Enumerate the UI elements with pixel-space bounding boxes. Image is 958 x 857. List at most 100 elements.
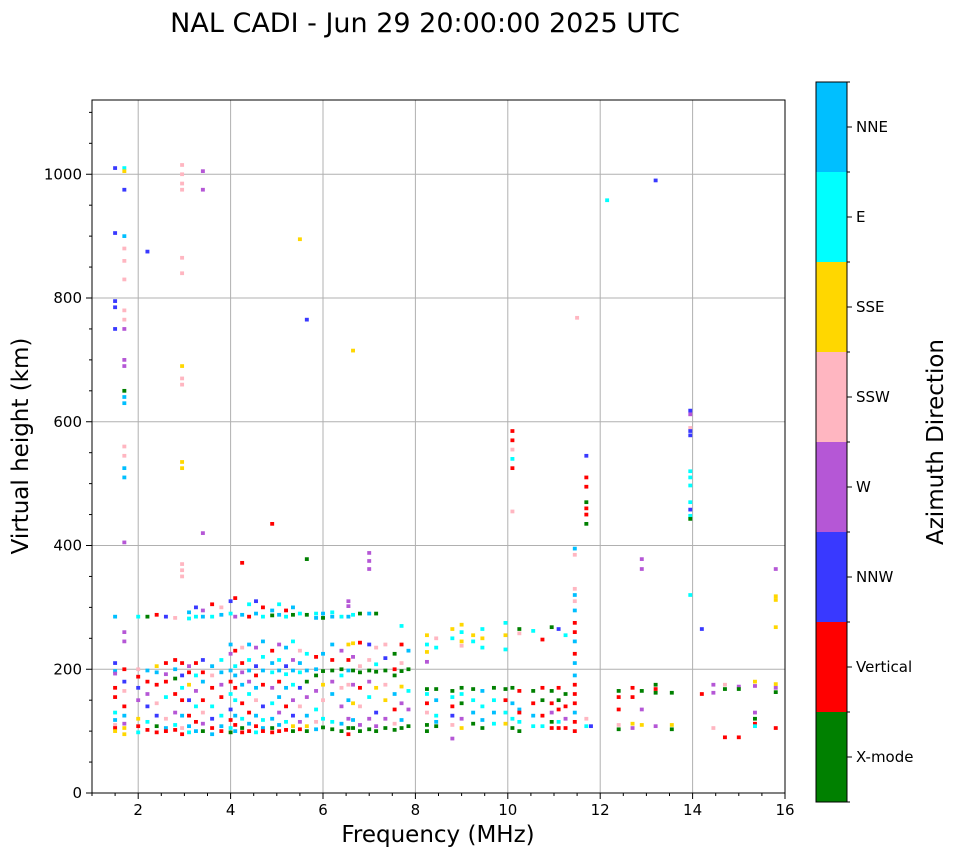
echo-mark <box>304 668 309 673</box>
echo-mark <box>406 724 411 729</box>
echo-mark <box>480 627 485 631</box>
echo-mark <box>491 721 496 726</box>
echo-mark <box>113 685 118 690</box>
echo-mark <box>260 639 265 644</box>
echo-mark <box>517 719 522 724</box>
echo-mark <box>510 716 515 721</box>
echo-mark <box>219 713 224 718</box>
echo-mark <box>383 716 388 721</box>
echo-mark <box>480 704 485 709</box>
echo-mark <box>193 704 198 709</box>
echo-mark <box>480 645 485 650</box>
echo-mark <box>180 713 185 718</box>
echo-mark <box>247 679 252 684</box>
y-tick-label: 400 <box>53 537 82 555</box>
echo-mark <box>616 723 621 727</box>
chart-title: NAL CADI - Jun 29 20:00:00 2025 UTC <box>170 8 680 39</box>
echo-mark <box>503 647 508 652</box>
echo-mark <box>270 685 275 690</box>
echo-mark <box>471 687 476 691</box>
echo-mark <box>187 664 191 669</box>
echo-mark <box>210 716 215 721</box>
echo-mark <box>584 512 589 517</box>
echo-mark <box>383 642 388 647</box>
echo-mark <box>753 684 757 688</box>
colorbar-tick-label: W <box>856 478 871 496</box>
echo-mark <box>330 668 335 673</box>
echo-mark <box>180 460 185 464</box>
echo-mark <box>510 466 515 471</box>
echo-mark <box>339 614 344 619</box>
echo-mark <box>247 710 252 715</box>
colorbar-segment <box>816 712 847 802</box>
echo-mark <box>480 718 485 722</box>
echo-mark <box>346 642 351 647</box>
echo-mark <box>291 639 295 644</box>
echo-mark <box>254 645 258 650</box>
echo-mark <box>556 719 561 724</box>
echo-mark <box>233 673 238 678</box>
echo-mark <box>136 724 141 729</box>
echo-mark <box>254 673 258 678</box>
echo-mark <box>434 724 439 729</box>
echo-mark <box>357 704 362 709</box>
echo-mark <box>399 669 404 673</box>
echo-mark <box>122 726 127 730</box>
echo-mark <box>122 721 127 726</box>
echo-mark <box>383 682 388 687</box>
echo-mark <box>753 724 757 729</box>
echo-mark <box>471 721 476 726</box>
echo-mark <box>346 658 351 662</box>
echo-mark <box>284 664 289 669</box>
echo-mark <box>297 611 302 616</box>
echo-mark <box>339 667 344 672</box>
echo-mark <box>773 598 778 602</box>
echo-mark <box>122 540 127 545</box>
echo-mark <box>510 726 515 730</box>
echo-mark <box>122 169 127 174</box>
echo-mark <box>122 475 127 480</box>
echo-mark <box>367 611 372 616</box>
echo-mark <box>314 611 319 616</box>
x-axis-ticks: 2 4 6 8 10 12 14 16 <box>91 793 795 819</box>
echo-mark <box>540 685 545 690</box>
echo-mark <box>351 726 355 730</box>
echo-mark <box>154 670 159 675</box>
echo-mark <box>200 670 205 675</box>
echo-mark <box>314 667 319 672</box>
echo-mark <box>572 692 577 696</box>
echo-mark <box>392 651 397 656</box>
data-marks <box>113 163 778 741</box>
echo-mark <box>517 729 522 733</box>
echo-mark <box>584 506 589 511</box>
x-tick-label: 8 <box>411 801 421 819</box>
echo-mark <box>297 719 302 724</box>
echo-mark <box>346 668 351 673</box>
echo-mark <box>113 614 118 619</box>
echo-mark <box>406 689 411 693</box>
echo-mark <box>304 695 309 699</box>
echo-mark <box>330 692 335 696</box>
echo-mark <box>367 679 372 684</box>
echo-mark <box>424 729 429 733</box>
echo-mark <box>180 673 185 678</box>
echo-mark <box>688 433 693 438</box>
echo-mark <box>367 658 372 662</box>
echo-mark <box>277 668 282 673</box>
echo-mark <box>154 724 159 729</box>
echo-mark <box>240 726 245 730</box>
echo-mark <box>122 444 127 449</box>
echo-mark <box>145 728 150 732</box>
echo-mark <box>584 500 589 505</box>
echo-mark <box>173 728 178 732</box>
echo-mark <box>136 685 141 690</box>
echo-mark <box>173 616 178 620</box>
echo-mark <box>688 429 693 433</box>
echo-mark <box>254 724 258 729</box>
echo-mark <box>424 723 429 727</box>
echo-mark <box>180 661 185 665</box>
echo-mark <box>180 163 185 167</box>
echo-mark <box>722 735 727 740</box>
echo-mark <box>122 689 127 693</box>
echo-mark <box>254 599 258 604</box>
